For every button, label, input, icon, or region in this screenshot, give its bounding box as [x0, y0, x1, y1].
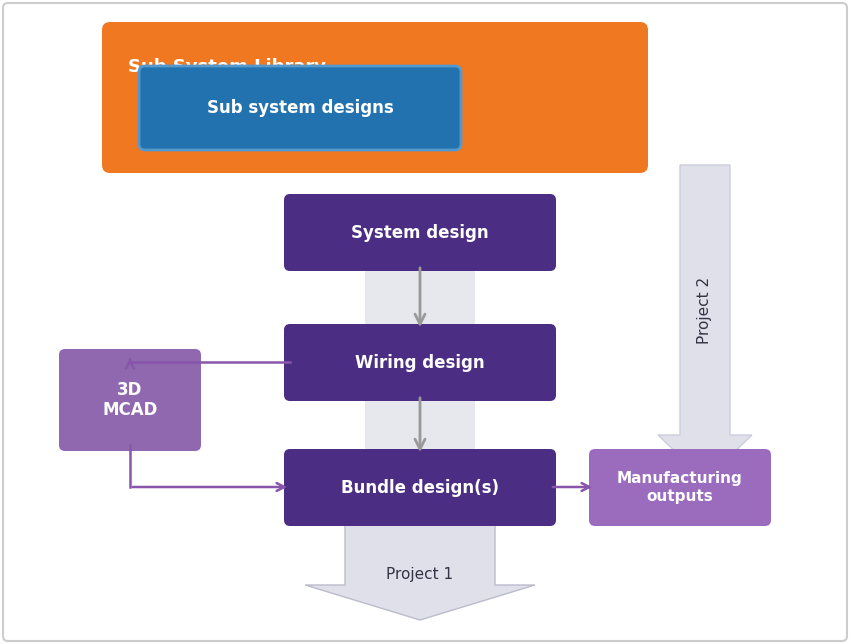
FancyBboxPatch shape: [59, 349, 201, 451]
Text: Bundle design(s): Bundle design(s): [341, 478, 499, 497]
FancyBboxPatch shape: [284, 194, 556, 271]
FancyBboxPatch shape: [3, 3, 847, 641]
Polygon shape: [658, 165, 752, 480]
Text: Wiring design: Wiring design: [355, 354, 484, 372]
Text: Sub System Library: Sub System Library: [128, 58, 326, 76]
Text: Project 1: Project 1: [387, 567, 454, 583]
Text: System design: System design: [351, 223, 489, 242]
Text: Sub system designs: Sub system designs: [207, 99, 394, 117]
FancyBboxPatch shape: [139, 66, 461, 150]
FancyBboxPatch shape: [284, 449, 556, 526]
Text: Manufacturing
outputs: Manufacturing outputs: [617, 471, 743, 504]
FancyBboxPatch shape: [102, 22, 648, 173]
Text: Project 2: Project 2: [698, 276, 712, 343]
FancyBboxPatch shape: [284, 324, 556, 401]
FancyBboxPatch shape: [365, 195, 475, 585]
Polygon shape: [305, 520, 535, 620]
Text: 3D
MCAD: 3D MCAD: [102, 381, 158, 419]
FancyBboxPatch shape: [589, 449, 771, 526]
